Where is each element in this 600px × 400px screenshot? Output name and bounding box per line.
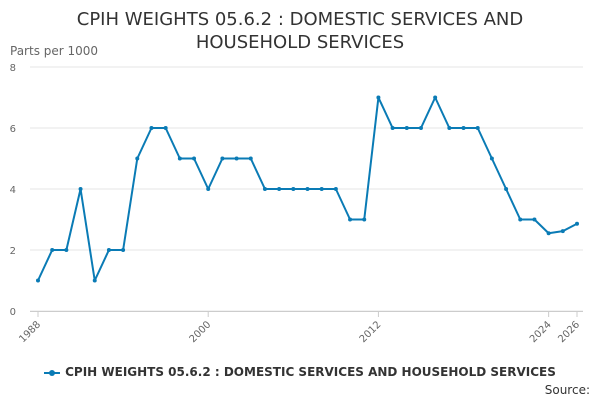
data-point[interactable] — [121, 248, 126, 252]
x-tick-label: 2012 — [358, 319, 384, 345]
y-tick-label: 4 — [10, 185, 16, 196]
data-point[interactable] — [291, 187, 296, 191]
y-tick-label: 0 — [10, 307, 16, 318]
data-point[interactable] — [518, 217, 523, 222]
data-point[interactable] — [106, 248, 111, 252]
data-point[interactable] — [149, 126, 154, 130]
data-point[interactable] — [418, 126, 423, 130]
data-point[interactable] — [433, 95, 438, 100]
data-point[interactable] — [92, 278, 97, 283]
data-point[interactable] — [390, 126, 395, 130]
data-point[interactable] — [192, 156, 197, 161]
data-point[interactable] — [220, 156, 225, 161]
data-point[interactable] — [532, 217, 537, 222]
data-point[interactable] — [575, 221, 579, 226]
data-point[interactable] — [305, 187, 310, 191]
y-tick-label: 2 — [10, 246, 16, 257]
data-point[interactable] — [461, 126, 466, 130]
y-tick-label: 6 — [10, 124, 16, 135]
data-point[interactable] — [475, 126, 480, 130]
data-point[interactable] — [234, 156, 239, 161]
data-point[interactable] — [277, 187, 282, 191]
data-point[interactable] — [206, 187, 211, 191]
data-point[interactable] — [560, 229, 565, 234]
x-axis: 1988 2000 2012 2024 2026 — [17, 311, 583, 345]
y-tick-labels: 0 2 4 6 8 — [10, 63, 16, 318]
x-tick-label: 2026 — [556, 319, 582, 345]
data-point[interactable] — [376, 95, 381, 100]
data-point[interactable] — [135, 156, 140, 161]
legend[interactable]: CPIH WEIGHTS 05.6.2 : DOMESTIC SERVICES … — [0, 365, 600, 379]
data-point[interactable] — [333, 187, 338, 191]
data-point[interactable] — [248, 156, 253, 161]
data-point[interactable] — [546, 231, 551, 236]
data-point[interactable] — [404, 126, 409, 130]
data-point[interactable] — [78, 187, 83, 191]
data-point[interactable] — [447, 126, 452, 130]
y-tick-label: 8 — [10, 63, 16, 74]
x-tick-label: 2024 — [528, 319, 554, 345]
data-point[interactable] — [348, 217, 353, 222]
data-point[interactable] — [177, 156, 182, 161]
x-tick-label: 1988 — [17, 319, 43, 345]
data-point[interactable] — [362, 217, 367, 222]
data-point[interactable] — [262, 187, 267, 191]
legend-label: CPIH WEIGHTS 05.6.2 : DOMESTIC SERVICES … — [65, 365, 556, 379]
data-point[interactable] — [64, 248, 69, 252]
x-tick-label: 2000 — [188, 319, 214, 345]
data-point[interactable] — [319, 187, 324, 191]
legend-line-icon — [44, 368, 61, 378]
y-axis-label: Parts per 1000 — [10, 44, 99, 58]
data-point[interactable] — [163, 126, 168, 130]
data-point[interactable] — [489, 156, 494, 161]
source-label: Source: — [544, 383, 590, 397]
data-point[interactable] — [50, 248, 55, 252]
series-group — [36, 95, 579, 283]
chart-title: CPIH WEIGHTS 05.6.2 : DOMESTIC SERVICES … — [76, 9, 524, 53]
data-point[interactable] — [36, 278, 40, 283]
data-point[interactable] — [504, 187, 509, 191]
